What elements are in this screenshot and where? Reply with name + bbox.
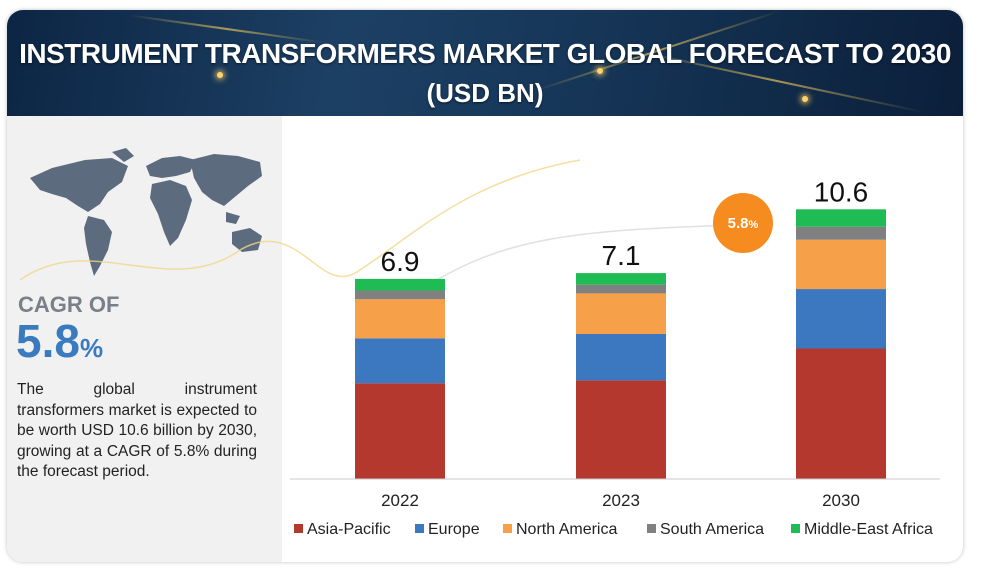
chart-subtitle: (USD BN): [426, 78, 544, 108]
bar-middle-east-africa-2022: [355, 278, 445, 291]
cagr-value: 5.8%: [16, 318, 103, 371]
bar-middle-east-africa-2030: [796, 209, 886, 227]
x-tick-2023: 2023: [602, 491, 640, 510]
legend-label-asia-pacific: Asia-Pacific: [307, 521, 391, 538]
total-label-2023: 7.1: [602, 240, 641, 271]
bar-europe-2022: [355, 338, 445, 384]
total-labels: 6.9 7.1 10.6: [381, 176, 869, 277]
legend-swatch-asia-pacific: [294, 524, 303, 533]
chart-title: INSTRUMENT TRANSFORMERS MARKET GLOBAL FO…: [19, 38, 951, 69]
bar-south-america-2023: [576, 284, 666, 294]
decorative-wave: [19, 159, 581, 281]
legend-label-north-america: North America: [516, 521, 617, 538]
cagr-badge-unit: %: [749, 219, 759, 231]
bar-asia-pacific-2030: [796, 348, 886, 479]
legend-label-europe: Europe: [428, 521, 480, 538]
bar-series-group: [355, 209, 886, 479]
bar-europe-2023: [576, 334, 666, 381]
legend-item-europe: Europe: [415, 521, 480, 538]
legend-swatch-europe: [415, 524, 424, 533]
world-map-icon: [30, 148, 262, 276]
legend-item-asia-pacific: Asia-Pacific: [294, 521, 391, 538]
svg-text:5.8%: 5.8%: [728, 215, 759, 232]
cagr-badge: 5.8%: [713, 193, 773, 253]
bar-north-america-2030: [796, 239, 886, 290]
legend-label-middle-east-africa: Middle-East Africa: [804, 521, 933, 538]
legend-swatch-south-america: [647, 524, 656, 533]
legend-item-north-america: North America: [503, 521, 617, 538]
cagr-badge-value: 5.8: [728, 215, 749, 232]
legend-item-middle-east-africa: Middle-East Africa: [791, 521, 933, 538]
bar-south-america-2022: [355, 290, 445, 300]
bar-asia-pacific-2022: [355, 383, 445, 479]
total-label-2030: 10.6: [814, 176, 869, 207]
legend-swatch-north-america: [503, 524, 512, 533]
summary-description: The global instrument transformers marke…: [17, 381, 257, 480]
legend-swatch-middle-east-africa: [791, 524, 800, 533]
bar-north-america-2022: [355, 299, 445, 339]
bar-europe-2030: [796, 289, 886, 349]
bar-asia-pacific-2023: [576, 380, 666, 479]
total-label-2022: 6.9: [381, 246, 420, 277]
cagr-number: 5.8: [16, 315, 80, 367]
legend: Asia-Pacific Europe North America South Ame…: [294, 521, 933, 538]
title-banner: INSTRUMENT TRANSFORMERS MARKET GLOBAL FO…: [7, 10, 963, 116]
cagr-label: CAGR OF: [18, 292, 120, 317]
trend-line: [419, 224, 741, 291]
cagr-unit: %: [79, 333, 104, 363]
legend-label-south-america: South America: [660, 521, 764, 538]
x-tick-2030: 2030: [822, 491, 860, 510]
bar-middle-east-africa-2023: [576, 273, 666, 285]
legend-item-south-america: South America: [647, 521, 764, 538]
x-tick-2022: 2022: [381, 491, 419, 510]
bar-south-america-2030: [796, 226, 886, 240]
bar-north-america-2023: [576, 293, 666, 334]
x-axis-ticks: 2022 2023 2030: [381, 491, 860, 510]
